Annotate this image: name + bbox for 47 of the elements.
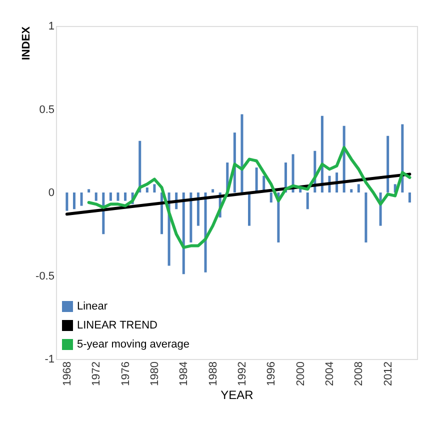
bar	[350, 189, 353, 192]
bar	[240, 114, 244, 192]
bar	[386, 136, 390, 192]
bar	[94, 192, 98, 201]
bar	[270, 192, 272, 202]
x-tick-label: 2012	[382, 362, 394, 386]
x-tick-label: 1980	[148, 362, 161, 386]
line-series	[87, 146, 412, 249]
legend-label: Linear	[77, 300, 108, 312]
bar	[138, 140, 142, 192]
bar	[255, 168, 258, 192]
x-tick-label: 1996	[266, 362, 278, 386]
bar	[357, 184, 360, 192]
bar	[212, 189, 214, 192]
bar	[146, 188, 148, 192]
y-axis-title: INDEX	[20, 26, 33, 60]
bar	[190, 192, 192, 242]
legend-label: LINEAR TREND	[77, 320, 158, 332]
bar	[196, 192, 200, 226]
bar	[124, 192, 127, 201]
bar	[364, 192, 368, 242]
x-tick-label: 1988	[207, 362, 220, 386]
y-tick-label: 0	[48, 187, 54, 199]
bar	[109, 192, 112, 201]
bar	[66, 192, 68, 211]
x-tick-label: 1992	[236, 362, 248, 386]
x-axis-title: YEAR	[220, 388, 254, 402]
bar	[80, 192, 83, 206]
x-tick-label: 1968	[61, 362, 74, 386]
bar	[408, 192, 411, 202]
bar	[153, 184, 156, 192]
bar	[88, 189, 90, 192]
x-tick-label: 1976	[120, 362, 132, 386]
bar	[306, 192, 309, 210]
x-tick-label: 2000	[294, 362, 307, 386]
x-tick-label: 1972	[90, 362, 103, 386]
x-tick-label: 1984	[178, 362, 190, 386]
legend-label: 5-year moving average	[77, 338, 190, 350]
y-tick-label: 0.5	[39, 104, 54, 116]
y-tick-label: -1	[44, 354, 54, 366]
bar	[248, 192, 251, 226]
bar	[116, 192, 120, 201]
x-tick-label: 2008	[353, 362, 366, 386]
y-tick-label: 1	[48, 20, 54, 32]
x-tick-label: 2004	[324, 362, 336, 386]
bar	[72, 192, 76, 210]
y-tick-label: -0.5	[36, 270, 54, 282]
